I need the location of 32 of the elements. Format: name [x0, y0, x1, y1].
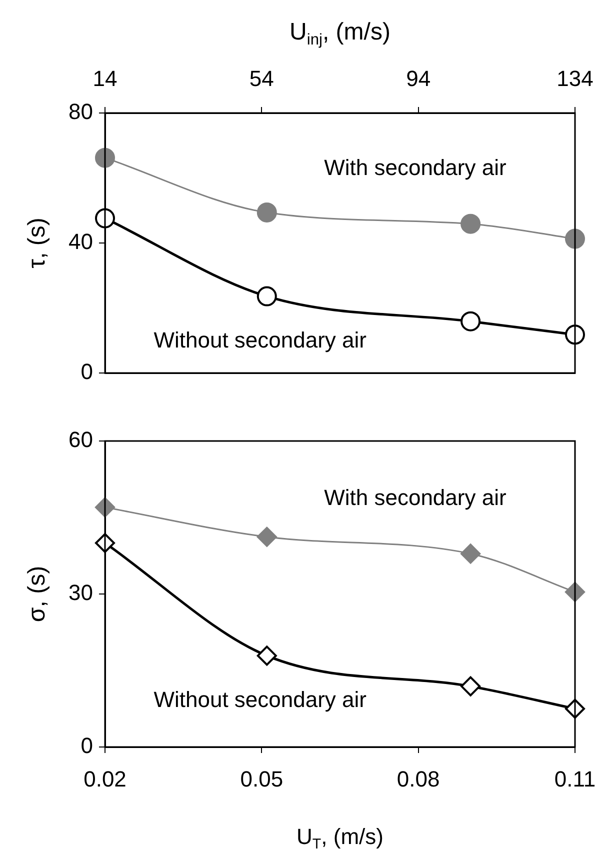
x-tick-label: 0.11: [554, 766, 596, 792]
x2-tick-label: 94: [406, 66, 431, 91]
point: [460, 544, 481, 564]
point: [256, 646, 277, 666]
series-label: Without secondary air: [154, 686, 366, 712]
point: [565, 228, 585, 249]
y-tick-label: 30: [68, 580, 93, 606]
point: [256, 202, 277, 222]
point: [95, 208, 115, 228]
point: [460, 214, 481, 234]
y-tick-label: 0: [80, 733, 93, 758]
point: [256, 526, 277, 547]
series-label: With secondary air: [324, 154, 506, 180]
y-tick-label: 80: [68, 99, 93, 124]
point: [460, 311, 481, 332]
x-tick-label: 0.08: [396, 766, 440, 792]
y-axis-title: σ, (s): [24, 566, 51, 622]
x2-tick-label: 54: [249, 66, 274, 91]
point: [256, 286, 277, 306]
x-tick-label: 0.02: [84, 766, 126, 792]
y-tick-label: 60: [68, 427, 93, 452]
y-axis-title: τ, (s): [24, 218, 51, 268]
point: [460, 676, 481, 696]
y-tick-label: 40: [68, 229, 93, 254]
series-label: Without secondary air: [154, 327, 366, 352]
series-label: With secondary air: [324, 484, 506, 510]
x2-tick-label: 14: [92, 66, 118, 91]
point: [95, 148, 115, 168]
x-tick-label: 0.05: [240, 766, 284, 792]
point: [565, 324, 585, 345]
y-tick-label: 0: [80, 359, 93, 384]
x2-tick-label: 134: [556, 66, 594, 91]
